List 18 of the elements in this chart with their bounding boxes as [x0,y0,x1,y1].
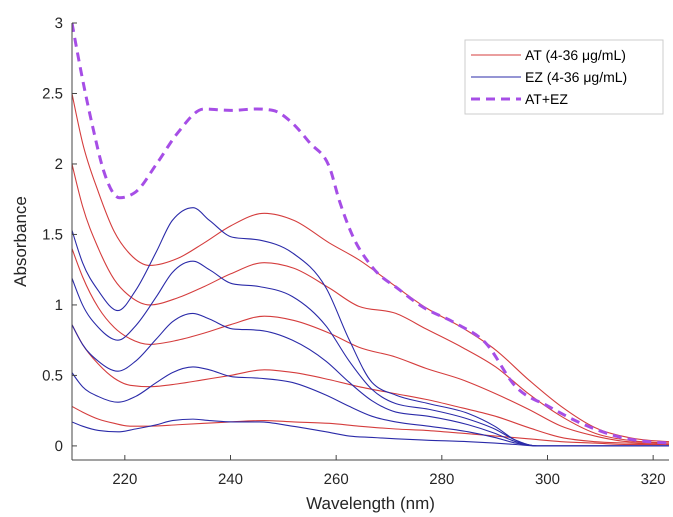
y-tick-label: 2 [54,156,63,173]
x-tick-label: 280 [429,471,454,488]
y-tick-label: 2.5 [42,85,63,102]
y-tick-label: 1 [54,296,63,314]
legend-label: EZ (4-36 μg/mL) [525,69,628,85]
x-tick-label: 260 [324,471,349,488]
y-tick-label: 1.5 [42,226,63,244]
x-tick-label: 220 [112,471,138,488]
x-tick-label: 240 [218,471,244,488]
legend-label: AT (4-36 μg/mL) [525,47,626,63]
y-tick-label: 0.5 [42,367,63,384]
y-tick-label: 0 [54,438,63,455]
legend-label: AT+EZ [525,91,568,107]
x-axis-title: Wavelength (nm) [306,494,435,513]
x-tick-label: 300 [534,471,560,488]
y-axis-title: Absorbance [11,196,30,287]
y-tick-label: 3 [54,15,63,32]
x-tick-label: 320 [640,471,666,488]
